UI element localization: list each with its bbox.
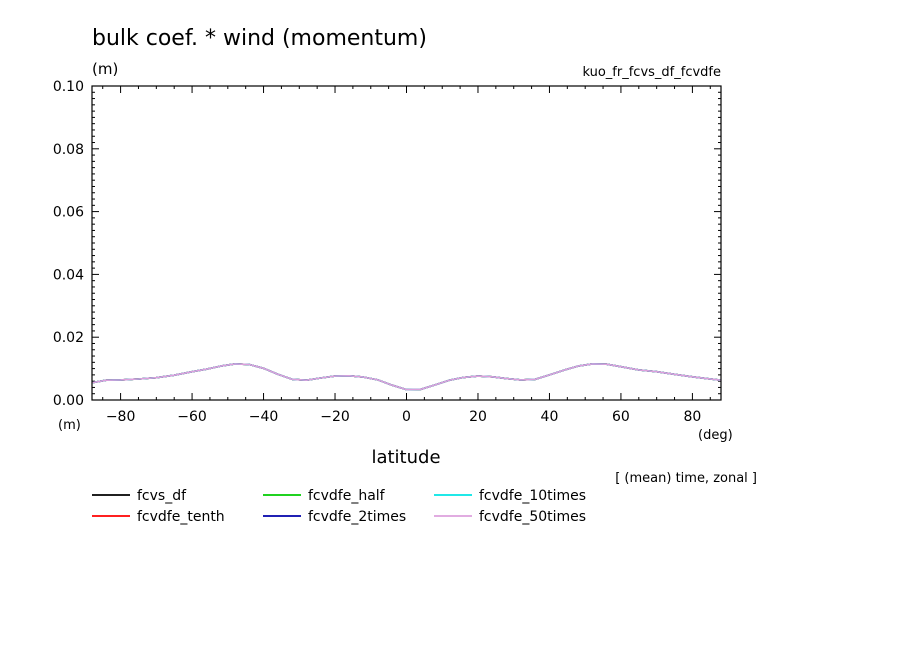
legend-label-fcvdfe_tenth: fcvdfe_tenth	[137, 509, 225, 525]
chart-title: bulk coef. * wind (momentum)	[92, 26, 427, 51]
x-tick-labels: −80 −60 −40 −20 0 20 40 60 80	[106, 409, 702, 425]
legend-label-fcvdfe_half: fcvdfe_half	[308, 488, 386, 504]
x-axis-label: latitude	[371, 447, 440, 468]
x-tick-label: −60	[177, 409, 207, 425]
y-axis-unit: (m)	[92, 60, 118, 78]
series-lines	[91, 363, 722, 391]
x-tick-label: −20	[320, 409, 350, 425]
y-tick-label: 0.08	[53, 142, 84, 158]
y-tick-label: 0.10	[53, 79, 84, 95]
x-tick-label: −40	[249, 409, 279, 425]
axis-ticks	[92, 85, 721, 401]
y-tick-label: 0.04	[53, 267, 84, 283]
y-tick-labels: 0.00 0.02 0.04 0.06 0.08 0.10	[53, 79, 84, 409]
legend-label-fcvs_df: fcvs_df	[137, 488, 187, 504]
plot-frame	[91, 85, 722, 401]
y-tick-label: 0.02	[53, 330, 84, 346]
x-tick-label: 40	[541, 409, 559, 425]
legend-label-fcvdfe_50times: fcvdfe_50times	[479, 509, 586, 525]
x-axis-unit-right: (deg)	[698, 428, 733, 443]
x-tick-label: 0	[402, 409, 411, 425]
y-tick-label: 0.00	[53, 393, 84, 409]
x-tick-label: −80	[106, 409, 136, 425]
averaging-note: [ (mean) time, zonal ]	[615, 471, 757, 486]
x-tick-label: 60	[612, 409, 630, 425]
x-tick-label: 20	[469, 409, 487, 425]
legend-label-fcvdfe_10times: fcvdfe_10times	[479, 488, 586, 504]
legend: fcvs_df fcvdfe_half fcvdfe_10times fcvdfe_t…	[92, 488, 586, 525]
y-tick-label: 0.06	[53, 205, 84, 221]
series-line-fcvdfe_50times	[91, 363, 722, 391]
experiment-label: kuo_fr_fcvs_df_fcvdfe	[582, 65, 721, 80]
x-tick-label: 80	[683, 409, 701, 425]
legend-label-fcvdfe_2times: fcvdfe_2times	[308, 509, 406, 525]
x-axis-unit-left: (m)	[58, 418, 81, 433]
